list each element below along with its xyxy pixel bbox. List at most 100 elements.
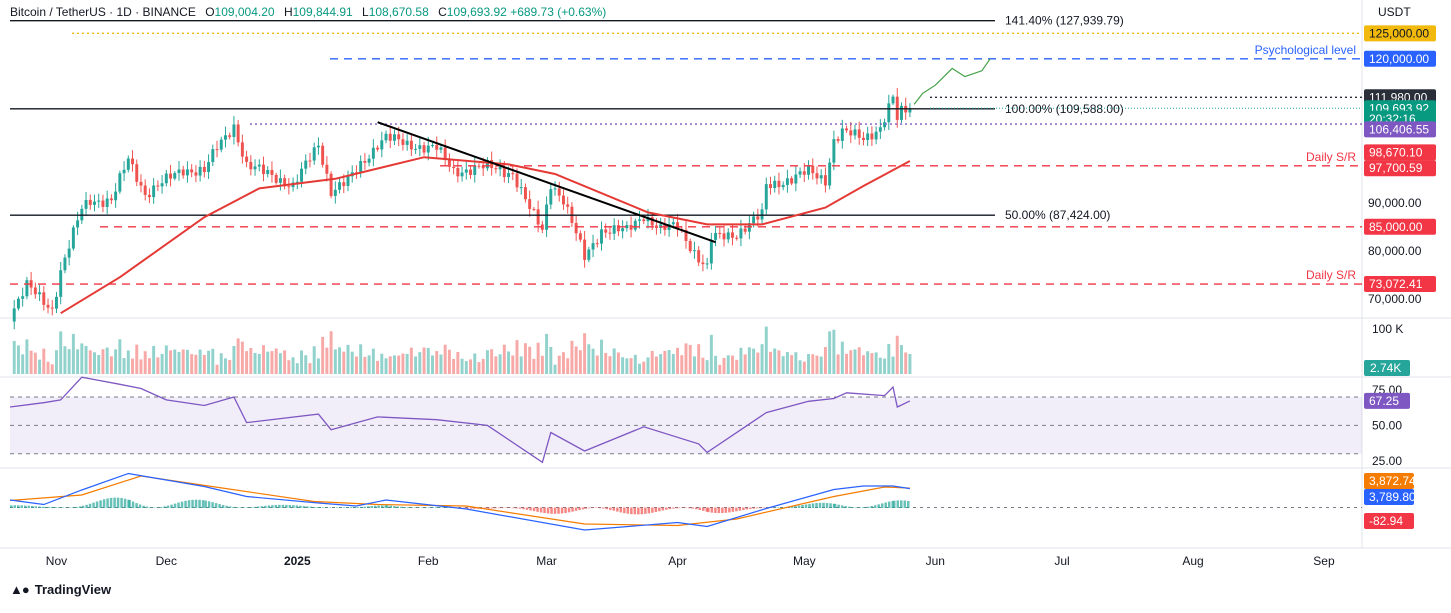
macd-histogram-bar — [109, 497, 113, 508]
price-badge-label: 98,670.10 — [1369, 145, 1423, 159]
macd-histogram-bar — [688, 507, 691, 509]
macd-histogram-bar — [504, 507, 508, 509]
price-axis-tick: 90,000.00 — [1368, 196, 1422, 210]
price-badge — [1364, 144, 1436, 161]
macd-histogram-bar — [907, 500, 910, 508]
macd-histogram-bar — [525, 507, 529, 510]
macd-histogram-bar — [34, 506, 37, 508]
volume-bar — [88, 350, 92, 374]
macd-histogram-bar — [804, 504, 808, 508]
macd-histogram-bar — [647, 507, 651, 514]
macd-histogram-bar — [780, 507, 783, 508]
candle-body — [760, 209, 764, 220]
macd-histogram-bar — [396, 506, 400, 508]
macd-histogram-bar — [75, 506, 78, 508]
candle-body — [743, 228, 747, 232]
candle-body — [397, 134, 401, 140]
macd-histogram-bar — [359, 506, 363, 508]
volume-bar — [532, 358, 536, 374]
macd-histogram-bar — [170, 504, 173, 508]
macd-histogram-bar — [684, 507, 688, 509]
currency-unit[interactable]: USDT — [1378, 5, 1411, 19]
macd-histogram-bar — [612, 507, 616, 511]
volume-bar — [764, 326, 768, 374]
volume-bar — [392, 355, 396, 374]
candle-body — [418, 145, 422, 149]
price-badge — [1364, 218, 1436, 235]
candle-body — [316, 145, 320, 148]
candle-body — [553, 188, 557, 190]
volume-bar — [549, 347, 553, 374]
macd-histogram-bar — [274, 504, 278, 508]
volume-bar — [874, 352, 878, 374]
volume-bar — [845, 353, 849, 374]
candle-body — [485, 159, 489, 169]
volume-bar — [528, 346, 532, 374]
macd-histogram-bar — [619, 507, 623, 513]
volume-bar — [840, 341, 844, 374]
volume-bar — [832, 329, 836, 374]
macd-histogram-bar — [88, 503, 92, 508]
rsi-badge — [1364, 392, 1410, 409]
candle-body — [676, 222, 680, 230]
macd-histogram-bar — [884, 502, 887, 508]
candle-body — [540, 224, 544, 230]
candle-body — [642, 219, 646, 222]
volume-bar — [680, 355, 684, 374]
candle-body — [536, 209, 540, 225]
macd-histogram-bar — [553, 507, 557, 514]
candle-body — [194, 172, 198, 176]
macd-histogram-bar — [861, 507, 865, 508]
price-level-label: Daily S/R — [1306, 268, 1356, 282]
volume-bar — [211, 348, 215, 374]
volume-bar — [494, 356, 498, 374]
macd-histogram-bar — [214, 503, 218, 508]
symbol-title[interactable]: Bitcoin / TetherUS · 1D · BINANCE — [10, 5, 196, 19]
macd-histogram-bar — [260, 506, 264, 508]
macd-histogram-bar — [661, 507, 665, 511]
candle-body — [849, 130, 853, 136]
macd-histogram-bar — [201, 500, 205, 508]
volume-bar — [219, 353, 223, 374]
macd-histogram-bar — [756, 507, 759, 509]
volume-bar — [50, 364, 54, 374]
candle-body — [650, 217, 654, 226]
macd-histogram-bar — [211, 502, 214, 508]
volume-bar — [380, 353, 384, 374]
time-axis-tick: Jul — [1054, 554, 1069, 568]
volume-bar — [147, 358, 151, 374]
candle-body — [431, 145, 434, 147]
time-axis-tick: 2025 — [284, 554, 311, 568]
candle-body — [583, 239, 587, 260]
candle-body — [211, 149, 215, 163]
macd-histogram-bar — [833, 503, 837, 508]
macd-histogram-bar — [863, 507, 866, 508]
brand-label: TradingView — [34, 582, 112, 597]
macd-histogram-bar — [332, 507, 335, 508]
candle-body — [785, 178, 789, 185]
macd-histogram-bar — [20, 505, 23, 508]
candle-body — [790, 178, 794, 184]
candle-body — [333, 189, 337, 196]
tradingview-brand[interactable]: ▲● TradingView — [10, 582, 111, 597]
macd-histogram-bar — [138, 504, 142, 508]
candle-body — [376, 147, 380, 150]
candle-body — [363, 161, 367, 163]
projection-curve — [913, 58, 991, 105]
volume-bar — [152, 345, 156, 374]
macd-histogram-bar — [873, 505, 877, 508]
volume-bar — [300, 350, 304, 374]
macd-badge — [1364, 513, 1414, 529]
candle-body — [815, 173, 819, 179]
candle-body — [773, 180, 777, 189]
macd-histogram-bar — [487, 507, 490, 509]
candle-body — [705, 263, 709, 265]
candle-body — [519, 187, 523, 189]
macd-histogram-bar — [560, 507, 564, 514]
candle-body — [114, 191, 118, 201]
macd-histogram-bar — [759, 507, 763, 509]
macd-histogram-bar — [695, 507, 698, 510]
macd-histogram-bar — [309, 506, 313, 508]
macd-histogram-bar — [328, 507, 332, 508]
volume-bar — [59, 331, 63, 374]
